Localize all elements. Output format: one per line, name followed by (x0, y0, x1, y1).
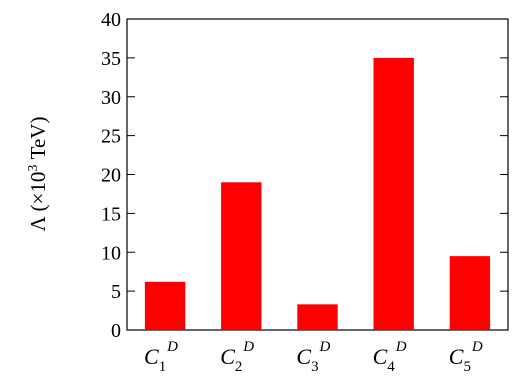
bar (221, 182, 262, 330)
x-category-label: C3 (296, 344, 318, 375)
y-tick-label: 40 (101, 9, 121, 31)
y-tick-label: 35 (101, 48, 121, 70)
y-tick-label: 15 (101, 203, 121, 225)
x-category-label: C2 (220, 344, 242, 375)
y-tick-label: 25 (101, 126, 121, 148)
x-category-superscript: D (471, 339, 483, 355)
bar (144, 281, 186, 330)
bar (449, 256, 491, 330)
bars (144, 57, 491, 330)
x-category-superscript: D (319, 339, 331, 355)
y-tick-label: 30 (101, 87, 121, 109)
bar (373, 57, 414, 330)
y-tick-label: 0 (111, 320, 121, 342)
y-tick-label: 5 (111, 281, 121, 303)
y-tick-label: 20 (101, 165, 121, 187)
x-category-superscript: D (166, 339, 178, 355)
y-axis-ticks: 0 5 10 15 20 25 30 35 40 (101, 9, 508, 342)
x-category-label: C5 (449, 344, 471, 375)
y-tick-label: 10 (101, 242, 121, 264)
x-category-label: C4 (373, 344, 396, 375)
y-axis-label: Λ (×103 TeV) (26, 117, 50, 232)
x-axis-category-labels: C1D C2D C3D C4D C5D (144, 339, 483, 375)
x-category-label: C1 (144, 344, 166, 375)
x-category-superscript: D (242, 339, 254, 355)
x-category-superscript: D (395, 339, 407, 355)
bar (297, 304, 338, 330)
